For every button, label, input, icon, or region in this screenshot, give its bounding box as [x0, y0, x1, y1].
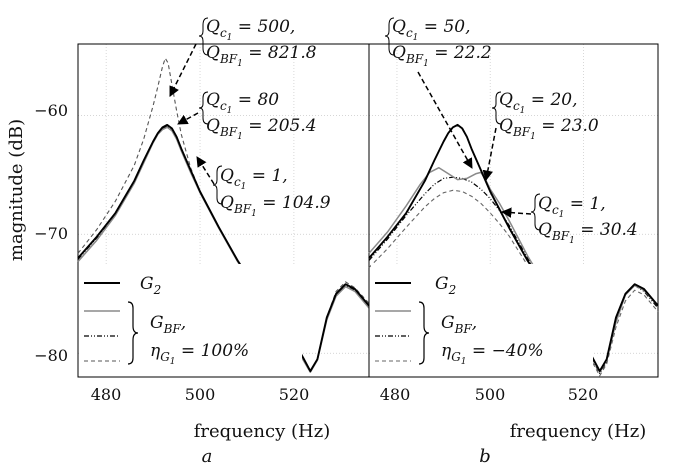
x-tick-label: 500 — [185, 385, 216, 404]
annotation-b1: Qc1 = 50, QBF1 = 22.2 — [384, 17, 492, 169]
annotation-arrow — [177, 112, 199, 125]
legend-label-gbf: GBF, — [441, 313, 477, 336]
x-axis-label-a: frequency (Hz) — [194, 421, 330, 442]
series-b — [368, 123, 659, 377]
annotation-line2: QBF1 = 22.2 — [392, 43, 492, 69]
annotation-brace — [384, 17, 395, 56]
annotation-line1: Qc1 = 1, — [538, 194, 606, 220]
annotation-arrow — [500, 207, 532, 218]
y-axis-label: magnitude (dB) — [6, 119, 27, 261]
annotation-arrow — [417, 71, 473, 169]
annotation-line1: Qc1 = 50, — [392, 17, 471, 43]
legend-b: G2 GBF, ηG1 = −40% — [371, 264, 593, 375]
x-tick-label: 480 — [91, 385, 122, 404]
annotation-brace — [530, 193, 541, 231]
x-tick-label: 520 — [568, 385, 599, 404]
annotation-line2: QBF1 = 205.4 — [206, 116, 317, 142]
panel-b: 480 500 520 frequency (Hz) b G2 GBF, ηG1… — [368, 17, 659, 467]
legend-label-g2: G2 — [435, 274, 456, 297]
x-tick-label: 520 — [279, 385, 310, 404]
x-tick-label: 500 — [475, 385, 506, 404]
annotation-arrow — [169, 43, 197, 97]
legend-label-g2: G2 — [140, 274, 161, 297]
series-line-g- — [368, 123, 659, 373]
x-axis-label-b: frequency (Hz) — [510, 421, 646, 442]
y-tick-label: −80 — [34, 346, 68, 365]
legend-label-eta: ηG1 = −40% — [441, 341, 544, 367]
annotation-b3: Qc1 = 1, QBF1 = 30.4 — [500, 193, 638, 246]
annotation-brace — [198, 91, 209, 125]
annotation-line2: QBF1 = 23.0 — [499, 116, 599, 142]
annotation-brace — [491, 91, 502, 125]
legend-brace-a — [127, 301, 139, 365]
annotation-line1: Qc1 = 500, — [206, 17, 295, 43]
annotation-brace — [212, 165, 223, 205]
panel-letter-b: b — [479, 446, 491, 467]
legend-a: G2 GBF, ηG1 = 100% — [80, 264, 302, 375]
x-tick-label: 480 — [380, 385, 411, 404]
annotation-b2: Qc1 = 20, QBF1 = 23.0 — [482, 90, 599, 182]
series-line-g- — [77, 123, 370, 373]
panel-a: 480 500 520 frequency (Hz) a G2 GBF, ηG1… — [77, 17, 370, 467]
legend-label-gbf: GBF, — [150, 313, 186, 336]
series-line-q-c-1 — [368, 189, 659, 377]
legend-label-eta: ηG1 = 100% — [150, 341, 249, 367]
plot-frame-b — [368, 43, 659, 378]
y-tick-label: −70 — [34, 224, 68, 243]
y-tick-label: −60 — [34, 101, 68, 120]
annotation-line1: Qc1 = 1, — [220, 166, 288, 192]
annotation-line2: QBF1 = 104.9 — [220, 193, 331, 219]
annotation-a1: Qc1 = 500, QBF1 = 821.8 — [169, 17, 317, 97]
annotation-a2: Qc1 = 80 QBF1 = 205.4 — [177, 90, 317, 142]
annotation-line1: Qc1 = 80 — [206, 90, 279, 116]
annotation-line1: Qc1 = 20, — [499, 90, 578, 116]
panel-letter-a: a — [202, 446, 213, 467]
annotation-a3: Qc1 = 1, QBF1 = 104.9 — [196, 156, 331, 219]
annotation-brace — [198, 17, 209, 56]
series-line-q-c-20 — [368, 176, 659, 374]
annotation-line2: QBF1 = 821.8 — [206, 43, 317, 69]
annotation-line2: QBF1 = 30.4 — [538, 220, 638, 246]
annotation-arrow — [196, 156, 215, 185]
legend-brace-b — [418, 301, 430, 365]
series-a — [77, 57, 370, 373]
annotation-arrow — [482, 127, 497, 182]
